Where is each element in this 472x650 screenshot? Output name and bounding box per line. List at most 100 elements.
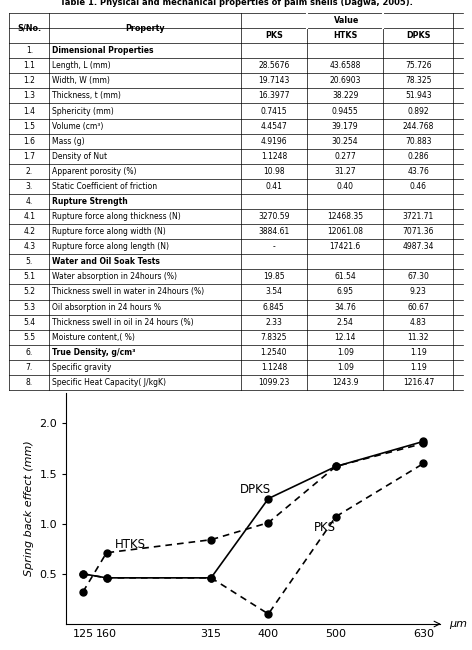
Text: 8.: 8.: [26, 378, 33, 387]
Text: 30.254: 30.254: [332, 136, 359, 146]
Text: 3721.71: 3721.71: [403, 212, 434, 221]
Text: 244.768: 244.768: [403, 122, 434, 131]
Text: 31.27: 31.27: [334, 167, 356, 176]
Text: 28.5676: 28.5676: [258, 61, 289, 70]
Text: Value: Value: [334, 16, 360, 25]
Text: 34.76: 34.76: [334, 302, 356, 311]
Text: 1.5: 1.5: [24, 122, 35, 131]
Text: DPKS: DPKS: [406, 31, 430, 40]
Text: 4.1: 4.1: [24, 212, 35, 221]
Text: 19.7143: 19.7143: [258, 76, 289, 85]
Text: Dimensional Properties: Dimensional Properties: [52, 46, 153, 55]
Text: Rupture Strength: Rupture Strength: [52, 197, 128, 206]
Text: 1.1: 1.1: [24, 61, 35, 70]
Text: 2.33: 2.33: [265, 318, 282, 327]
Text: 5.1: 5.1: [24, 272, 35, 281]
Text: 12061.08: 12061.08: [327, 227, 363, 236]
Text: 4.: 4.: [26, 197, 33, 206]
Text: 3.54: 3.54: [265, 287, 282, 296]
Y-axis label: Spring back effect (mm): Spring back effect (mm): [24, 441, 34, 577]
Text: 2.54: 2.54: [337, 318, 354, 327]
Text: 17421.6: 17421.6: [329, 242, 361, 252]
Text: 7071.36: 7071.36: [403, 227, 434, 236]
Text: Specific Heat Capacity( J/kgK): Specific Heat Capacity( J/kgK): [52, 378, 166, 387]
Text: 11.32: 11.32: [408, 333, 429, 342]
Text: 1.: 1.: [26, 46, 33, 55]
Text: 5.3: 5.3: [23, 302, 35, 311]
Text: 1.19: 1.19: [410, 363, 427, 372]
Text: 6.845: 6.845: [263, 302, 285, 311]
Text: PKS: PKS: [265, 31, 283, 40]
Text: Specific gravity: Specific gravity: [52, 363, 111, 372]
Text: Oil absorption in 24 hours %: Oil absorption in 24 hours %: [52, 302, 161, 311]
Text: True Density, g/cm³: True Density, g/cm³: [52, 348, 135, 357]
Text: Sphericity (mm): Sphericity (mm): [52, 107, 114, 116]
Text: 0.892: 0.892: [407, 107, 429, 116]
Text: μm: μm: [449, 619, 467, 629]
Text: Water absorption in 24hours (%): Water absorption in 24hours (%): [52, 272, 177, 281]
Text: 3.: 3.: [26, 182, 33, 191]
Text: 1.2: 1.2: [24, 76, 35, 85]
Text: DPKS: DPKS: [240, 482, 271, 495]
Text: 5.4: 5.4: [23, 318, 35, 327]
Text: Density of Nut: Density of Nut: [52, 151, 107, 161]
Text: 1243.9: 1243.9: [332, 378, 358, 387]
Text: 1.09: 1.09: [337, 363, 354, 372]
Text: 1.1248: 1.1248: [261, 151, 287, 161]
Text: 0.286: 0.286: [407, 151, 429, 161]
Text: 1.7: 1.7: [24, 151, 35, 161]
Text: 10.98: 10.98: [263, 167, 285, 176]
Text: 4.2: 4.2: [24, 227, 35, 236]
Text: Rupture force along length (N): Rupture force along length (N): [52, 242, 169, 252]
Text: 16.3977: 16.3977: [258, 92, 290, 101]
Text: 0.9455: 0.9455: [332, 107, 359, 116]
Text: 75.726: 75.726: [405, 61, 432, 70]
Text: 51.943: 51.943: [405, 92, 432, 101]
Text: 0.277: 0.277: [334, 151, 356, 161]
Text: 5.5: 5.5: [23, 333, 35, 342]
Text: 1.6: 1.6: [24, 136, 35, 146]
Text: S/No.: S/No.: [17, 23, 42, 32]
Text: 1.1248: 1.1248: [261, 363, 287, 372]
Text: 3884.61: 3884.61: [258, 227, 289, 236]
Text: HTKS: HTKS: [333, 31, 357, 40]
Text: 5.2: 5.2: [24, 287, 35, 296]
Text: 61.54: 61.54: [334, 272, 356, 281]
Text: 78.325: 78.325: [405, 76, 431, 85]
Text: 1.4: 1.4: [24, 107, 35, 116]
Text: -: -: [272, 242, 275, 252]
Text: Rupture force along width (N): Rupture force along width (N): [52, 227, 166, 236]
Text: HTKS: HTKS: [115, 538, 146, 551]
Text: 4.9196: 4.9196: [261, 136, 287, 146]
Text: 4.4547: 4.4547: [261, 122, 287, 131]
Text: 3270.59: 3270.59: [258, 212, 290, 221]
Text: 19.85: 19.85: [263, 272, 285, 281]
Text: 7.8325: 7.8325: [261, 333, 287, 342]
Text: Thickness, t (mm): Thickness, t (mm): [52, 92, 121, 101]
Text: 0.40: 0.40: [337, 182, 354, 191]
Text: 9.23: 9.23: [410, 287, 427, 296]
Text: 1.19: 1.19: [410, 348, 427, 357]
Text: Length, L (mm): Length, L (mm): [52, 61, 110, 70]
Text: 1.09: 1.09: [337, 348, 354, 357]
Text: 67.30: 67.30: [407, 272, 430, 281]
Text: 12.14: 12.14: [335, 333, 356, 342]
Text: Static Coefficient of friction: Static Coefficient of friction: [52, 182, 157, 191]
Text: Property: Property: [125, 23, 165, 32]
Text: Thickness swell in oil in 24 hours (%): Thickness swell in oil in 24 hours (%): [52, 318, 194, 327]
Text: 0.7415: 0.7415: [261, 107, 287, 116]
Text: Moisture content,( %): Moisture content,( %): [52, 333, 135, 342]
Text: 4.83: 4.83: [410, 318, 427, 327]
Text: 2.: 2.: [26, 167, 33, 176]
Text: Volume (cm³): Volume (cm³): [52, 122, 103, 131]
Text: 0.46: 0.46: [410, 182, 427, 191]
Text: 4987.34: 4987.34: [403, 242, 434, 252]
Text: 4.3: 4.3: [23, 242, 35, 252]
Text: Water and Oil Soak Tests: Water and Oil Soak Tests: [52, 257, 160, 266]
Text: 38.229: 38.229: [332, 92, 358, 101]
Text: 70.883: 70.883: [405, 136, 431, 146]
Text: 39.179: 39.179: [332, 122, 359, 131]
Text: 7.: 7.: [26, 363, 33, 372]
Text: Rupture force along thickness (N): Rupture force along thickness (N): [52, 212, 181, 221]
Text: 1.2540: 1.2540: [261, 348, 287, 357]
